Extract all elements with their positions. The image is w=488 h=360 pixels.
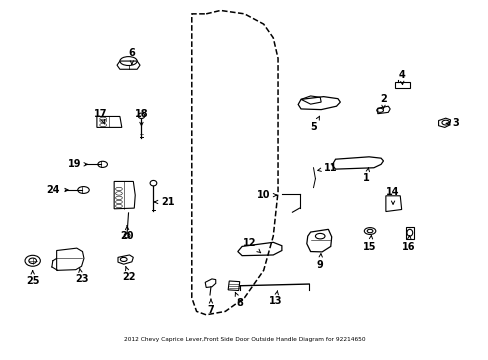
Text: 9: 9 (316, 254, 323, 270)
Text: 23: 23 (75, 268, 88, 284)
Text: 6: 6 (128, 48, 135, 64)
Text: 15: 15 (363, 235, 376, 252)
Text: 14: 14 (386, 188, 399, 204)
Text: 20: 20 (120, 226, 134, 241)
Text: 8: 8 (235, 292, 243, 308)
Text: 17: 17 (94, 109, 107, 124)
Text: 25: 25 (26, 270, 40, 286)
Text: 2012 Chevy Caprice Lever,Front Side Door Outside Handle Diagram for 92214650: 2012 Chevy Caprice Lever,Front Side Door… (123, 337, 365, 342)
Text: 5: 5 (310, 116, 319, 132)
Text: 21: 21 (154, 197, 174, 207)
Text: 11: 11 (317, 163, 337, 173)
Text: 18: 18 (134, 109, 148, 126)
Text: 7: 7 (207, 299, 214, 315)
Text: 1: 1 (363, 167, 369, 183)
Text: 10: 10 (256, 190, 276, 200)
Text: 24: 24 (46, 185, 68, 195)
Text: 12: 12 (242, 238, 260, 253)
Text: 4: 4 (398, 71, 404, 85)
Text: 22: 22 (122, 267, 136, 282)
Text: 3: 3 (446, 118, 458, 128)
Text: 2: 2 (379, 94, 386, 108)
Text: 16: 16 (401, 235, 414, 252)
Text: 19: 19 (67, 159, 87, 169)
Text: 13: 13 (268, 291, 282, 306)
